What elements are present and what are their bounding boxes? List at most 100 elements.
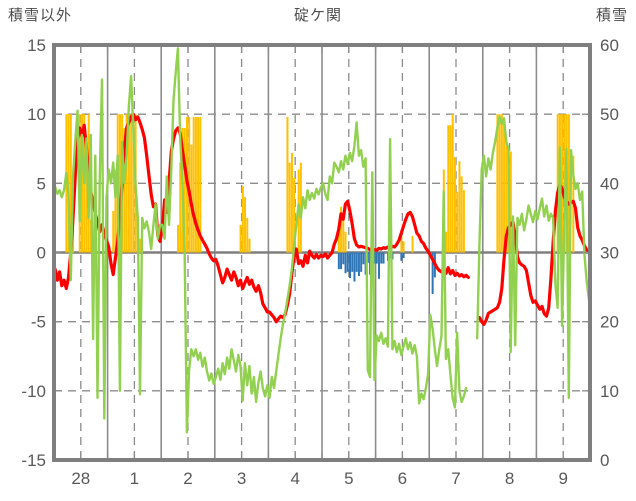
blue-bars-rect bbox=[375, 252, 378, 264]
blue-bars-rect bbox=[337, 252, 340, 270]
right-axis-title: 積雪 bbox=[595, 7, 628, 24]
green-line-segment bbox=[54, 47, 468, 434]
blue-bars bbox=[337, 252, 436, 294]
orange-bars-rect bbox=[561, 114, 564, 253]
plot-frame bbox=[52, 43, 592, 462]
orange-bars-rect bbox=[241, 186, 244, 253]
orange-bars-rect bbox=[400, 235, 403, 253]
left-tick-label: -15 bbox=[21, 451, 46, 470]
day-label: 2 bbox=[183, 469, 192, 488]
right-tick-label: 20 bbox=[600, 313, 619, 332]
blue-bars-rect bbox=[349, 252, 351, 279]
left-tick-label: 10 bbox=[27, 105, 46, 124]
blue-bars-rect bbox=[400, 252, 403, 261]
orange-bars-rect bbox=[123, 128, 126, 253]
blue-bars-rect bbox=[353, 252, 356, 282]
right-tick-label: 30 bbox=[600, 244, 619, 263]
orange-bars-rect bbox=[447, 125, 450, 253]
blue-bars-rect bbox=[351, 252, 354, 272]
orange-bars-rect bbox=[498, 114, 501, 253]
orange-bars-rect bbox=[114, 169, 117, 253]
orange-bars-rect bbox=[445, 231, 448, 253]
right-tick-label: 60 bbox=[600, 36, 619, 55]
blue-bars-rect bbox=[380, 252, 383, 264]
blue-bars-rect bbox=[366, 252, 369, 263]
day-label: 4 bbox=[290, 469, 299, 488]
orange-bars-rect bbox=[183, 128, 186, 253]
orange-bars-rect bbox=[118, 114, 121, 253]
orange-bars-rect bbox=[449, 125, 452, 253]
right-tick-label: 0 bbox=[600, 451, 609, 470]
orange-bars-rect bbox=[342, 217, 345, 253]
orange-bars-rect bbox=[112, 211, 115, 253]
left-tick-label: -10 bbox=[21, 382, 46, 401]
left-tick-label: 0 bbox=[37, 244, 46, 263]
orange-bars-rect bbox=[453, 157, 456, 253]
orange-bars-rect bbox=[462, 190, 465, 253]
orange-bars-rect bbox=[81, 114, 83, 253]
left-axis-title: 積雪以外 bbox=[8, 7, 73, 24]
blue-bars-rect bbox=[362, 252, 365, 265]
orange-bars-rect bbox=[290, 152, 293, 253]
orange-bars-rect bbox=[288, 162, 291, 253]
orange-bars-rect bbox=[139, 238, 142, 253]
orange-bars-rect bbox=[199, 116, 202, 253]
blue-bars-rect bbox=[340, 252, 343, 270]
orange-bars-rect bbox=[246, 217, 249, 253]
orange-bars-rect bbox=[132, 132, 135, 253]
orange-bars-rect bbox=[503, 119, 506, 253]
orange-bars-rect bbox=[340, 206, 343, 253]
orange-bars-rect bbox=[458, 161, 461, 253]
day-label: 3 bbox=[237, 469, 246, 488]
orange-bars-rect bbox=[127, 114, 130, 253]
orange-bars-rect bbox=[456, 191, 459, 253]
orange-bars-rect bbox=[286, 116, 289, 253]
blue-bars-rect bbox=[360, 252, 363, 272]
blue-bars-rect bbox=[382, 252, 385, 264]
orange-bars-rect bbox=[192, 116, 195, 253]
day-label: 7 bbox=[451, 469, 460, 488]
blue-bars-rect bbox=[355, 252, 358, 272]
orange-bars-rect bbox=[451, 114, 454, 253]
orange-bars-rect bbox=[337, 231, 340, 253]
day-label: 9 bbox=[558, 469, 567, 488]
left-tick-label: 15 bbox=[27, 36, 46, 55]
blue-bars-rect bbox=[402, 252, 405, 259]
orange-bars-rect bbox=[496, 114, 499, 253]
orange-bars-rect bbox=[248, 238, 251, 253]
day-label: 28 bbox=[71, 469, 90, 488]
blue-bars-rect bbox=[357, 252, 360, 277]
right-tick-label: 10 bbox=[600, 382, 619, 401]
left-tick-label: 5 bbox=[37, 174, 46, 193]
blue-bars-rect bbox=[373, 252, 376, 264]
day-label: 5 bbox=[344, 469, 353, 488]
green-line bbox=[54, 47, 590, 434]
orange-bars-rect bbox=[85, 141, 88, 253]
orange-bars-rect bbox=[130, 114, 133, 253]
orange-bars-rect bbox=[293, 177, 296, 253]
orange-bars-rect bbox=[505, 137, 508, 253]
left-tick-label: -5 bbox=[31, 313, 46, 332]
orange-bars-rect bbox=[194, 116, 197, 253]
plot-area bbox=[54, 45, 590, 460]
orange-bars-rect bbox=[179, 162, 182, 253]
orange-bars-rect bbox=[244, 197, 247, 253]
orange-bars-rect bbox=[500, 114, 503, 253]
right-tick-label: 40 bbox=[600, 174, 619, 193]
orange-bars-rect bbox=[177, 224, 180, 253]
day-label: 6 bbox=[398, 469, 407, 488]
orange-bars-rect bbox=[402, 241, 405, 253]
orange-bars-rect bbox=[567, 114, 570, 253]
day-label: 8 bbox=[505, 469, 514, 488]
orange-bars-rect bbox=[197, 116, 200, 253]
blue-bars-rect bbox=[378, 252, 381, 279]
orange-bars-rect bbox=[344, 231, 347, 253]
orange-bars-rect bbox=[125, 114, 128, 253]
orange-bars-rect bbox=[556, 114, 559, 253]
orange-bars-rect bbox=[411, 235, 414, 253]
orange-bars-rect bbox=[509, 151, 512, 253]
blue-bars-rect bbox=[431, 252, 434, 294]
orange-bars-rect bbox=[460, 176, 463, 253]
page-title: 碇ケ関 bbox=[293, 7, 342, 24]
